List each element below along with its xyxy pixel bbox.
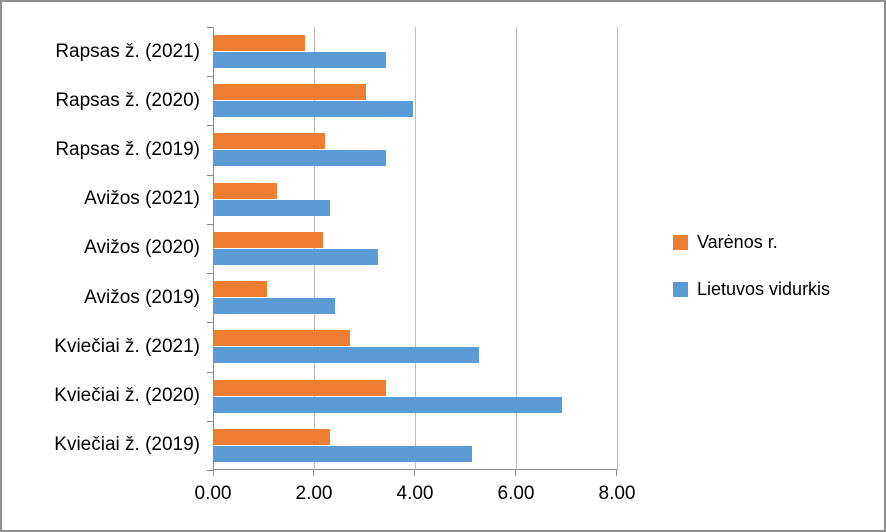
bar-lietuvos [214, 101, 414, 118]
category-label: Kviečiai ž. (2020) [54, 385, 200, 407]
category-label: Avižos (2019) [84, 286, 200, 308]
y-axis-tick [207, 125, 213, 127]
x-axis-tick [414, 470, 415, 476]
bar-lietuvos [214, 150, 386, 167]
legend-label-varenos: Varėnos r. [697, 232, 778, 252]
grid-line [516, 27, 517, 470]
category-label: Rapsas ž. (2020) [55, 89, 200, 111]
bar-varenos [214, 84, 366, 101]
x-axis-tick-label: 4.00 [396, 483, 434, 504]
legend-item-lietuvos: Lietuvos vidurkis [673, 279, 830, 300]
x-axis-tick-label: 6.00 [497, 483, 535, 504]
grid-line [314, 27, 315, 470]
category-label: Rapsas ž. (2021) [55, 40, 200, 62]
bar-lietuvos [214, 52, 386, 68]
category-label: Avižos (2021) [84, 188, 200, 210]
bar-varenos [214, 281, 268, 298]
plot-area [213, 27, 618, 470]
y-axis-tick [207, 470, 213, 471]
bar-varenos [214, 231, 323, 248]
x-axis-tick [515, 470, 516, 476]
category-label: Kviečiai ž. (2021) [54, 335, 200, 357]
category-label: Kviečiai ž. (2019) [54, 434, 200, 456]
x-axis-tick [313, 470, 314, 476]
bar-varenos [214, 133, 326, 150]
legend-swatch-lietuvos [673, 282, 688, 297]
bar-lietuvos [214, 445, 472, 462]
legend: Varėnos r. Lietuvos vidurkis [673, 232, 830, 300]
x-axis-tick-label: 8.00 [598, 483, 636, 504]
y-axis-tick [207, 76, 213, 78]
grid-line [617, 27, 618, 470]
category-label: Avižos (2020) [84, 237, 200, 259]
x-axis-tick-label: 2.00 [295, 483, 333, 504]
bar-varenos [214, 35, 305, 51]
y-axis-tick [207, 420, 213, 422]
bar-lietuvos [214, 347, 480, 364]
bar-varenos [214, 330, 351, 347]
bar-varenos [214, 379, 386, 396]
bar-lietuvos [214, 298, 336, 315]
legend-label-lietuvos: Lietuvos vidurkis [697, 279, 831, 299]
legend-swatch-varenos [673, 235, 688, 250]
y-axis-tick [207, 223, 213, 225]
y-axis-tick [207, 174, 213, 176]
bar-lietuvos [214, 396, 563, 413]
x-axis-tick [213, 470, 214, 476]
grid-line [415, 27, 416, 470]
y-axis-tick [207, 322, 213, 324]
bar-varenos [214, 428, 331, 445]
x-axis-tick [616, 470, 617, 476]
y-axis-tick [207, 273, 213, 275]
y-axis-tick [207, 371, 213, 373]
bar-varenos [214, 182, 278, 199]
bar-lietuvos [214, 248, 379, 265]
y-axis-tick [207, 27, 213, 28]
category-label: Rapsas ž. (2019) [55, 139, 200, 161]
legend-item-varenos: Varėnos r. [673, 232, 830, 253]
x-axis-tick-label: 0.00 [194, 483, 232, 504]
bar-lietuvos [214, 199, 331, 216]
